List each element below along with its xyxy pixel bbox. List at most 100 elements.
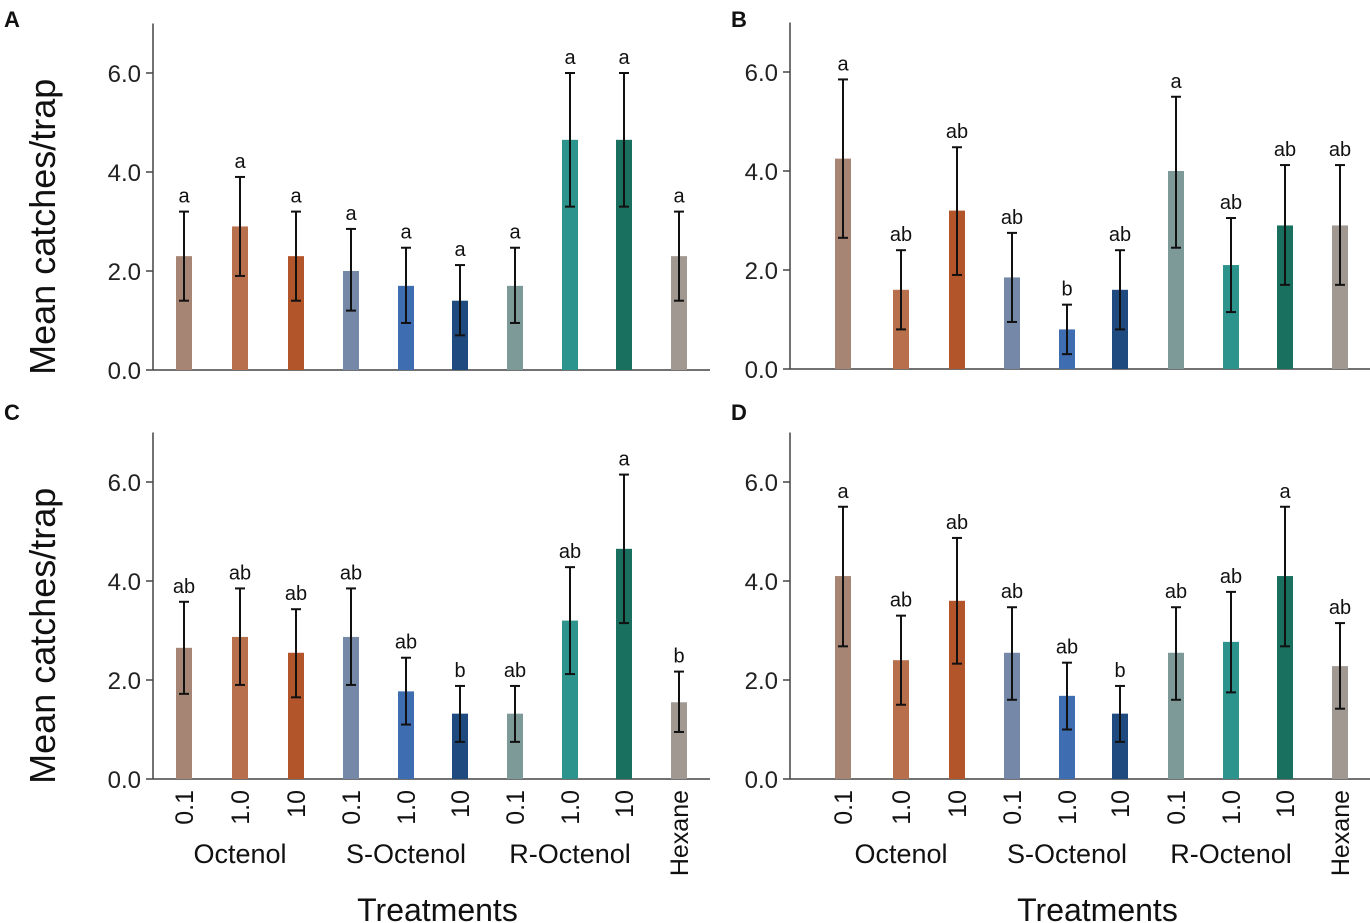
y-tick-label: 2.0 (745, 258, 778, 285)
bar (507, 285, 523, 370)
bar (949, 210, 965, 369)
significance-letter: ab (559, 541, 581, 563)
treatment-group-label: R-Octenol (1170, 839, 1292, 869)
significance-letter: a (837, 53, 849, 75)
x-tick-label: 10 (944, 790, 972, 818)
x-tick-label: 0.1 (1163, 790, 1191, 825)
bar (176, 647, 192, 779)
x-tick-label: 1.0 (1218, 790, 1246, 825)
treatment-group-label: S-Octenol (346, 839, 466, 869)
significance-letter: a (564, 47, 576, 69)
bar (507, 713, 523, 779)
significance-letter: b (454, 660, 465, 682)
y-tick-label: 4.0 (745, 569, 778, 596)
y-tick-label: 0.0 (108, 767, 141, 794)
y-tick-label: 6.0 (108, 470, 141, 497)
significance-letter: ab (1329, 597, 1351, 619)
x-axis-labels-d: 0.1 1.0 10 0.1 1.0 10 0.1 1.0 10 Hexane Octenol S-O… (830, 790, 1355, 923)
bar (343, 636, 359, 779)
bar (835, 158, 851, 369)
y-tick-label: 6.0 (745, 60, 778, 87)
bar (835, 576, 851, 779)
significance-letter: ab (504, 660, 526, 682)
significance-letter: b (673, 646, 684, 668)
bar (1059, 695, 1075, 779)
bar (1332, 666, 1348, 779)
panel-d: D 0.0 2.0 4.0 6.0 a ab ab ab ab b ab ab a ab (731, 400, 1370, 794)
y-axis-label: Mean catches/trap (22, 488, 63, 784)
significance-letter: a (454, 239, 466, 261)
significance-letter: ab (1165, 581, 1187, 603)
treatment-group-label: Octenol (193, 839, 286, 869)
bar (176, 256, 192, 370)
x-tick-label: 0.1 (338, 790, 366, 825)
panel-label: C (4, 400, 20, 425)
x-tick-label: 10 (447, 790, 475, 818)
significance-letter: ab (1220, 566, 1242, 588)
x-tick-label: 10 (1107, 790, 1135, 818)
significance-letter: a (400, 222, 412, 244)
significance-letter: ab (1001, 207, 1023, 229)
significance-letter: ab (340, 562, 362, 584)
bar (949, 600, 965, 779)
bar (343, 271, 359, 370)
significance-letter: ab (173, 576, 195, 598)
x-tick-label: 0.1 (502, 790, 530, 825)
y-tick-label: 6.0 (745, 470, 778, 497)
y-tick-label: 6.0 (108, 61, 141, 88)
significance-letter: a (509, 222, 521, 244)
bar (398, 691, 414, 779)
y-axis-label: Mean catches/trap (22, 79, 63, 375)
bar (398, 285, 414, 370)
bar (288, 652, 304, 779)
y-tick-label: 0.0 (745, 357, 778, 384)
treatment-group-label: Octenol (854, 839, 947, 869)
bar (1004, 277, 1020, 369)
significance-letter: ab (890, 590, 912, 612)
significance-letter: a (837, 481, 849, 503)
bar (1332, 225, 1348, 369)
x-tick-label: 1.0 (888, 790, 916, 825)
y-tick-label: 0.0 (745, 767, 778, 794)
bar (288, 256, 304, 370)
x-axis-title: Treatments (357, 892, 518, 923)
significance-letter: ab (1001, 581, 1023, 603)
x-tick-label: Hexane (1327, 790, 1355, 876)
significance-letter: a (673, 186, 685, 208)
bar (1004, 652, 1020, 779)
x-tick-label: Hexane (666, 790, 694, 876)
x-tick-label: 1.0 (393, 790, 421, 825)
significance-letter: ab (890, 224, 912, 246)
bar (562, 620, 578, 779)
significance-letter: a (290, 186, 302, 208)
panel-a: A 0.0 2.0 4.0 6.0 Mean catches/trap a a a a a a a a a a (4, 7, 710, 385)
panel-label: A (4, 7, 20, 32)
bar (232, 226, 248, 370)
panel-label: D (731, 400, 747, 425)
treatment-group-label: R-Octenol (509, 839, 631, 869)
bar (1112, 713, 1128, 779)
bar (1168, 652, 1184, 779)
x-tick-label: 10 (283, 790, 311, 818)
bar (562, 139, 578, 370)
x-tick-label: 10 (1272, 790, 1300, 818)
bar (1223, 641, 1239, 779)
y-tick-label: 2.0 (108, 668, 141, 695)
y-tick-label: 4.0 (745, 159, 778, 186)
significance-letter: a (178, 186, 190, 208)
x-tick-label: 10 (611, 790, 639, 818)
significance-letter: a (345, 203, 357, 225)
x-axis-title: Treatments (1017, 892, 1178, 923)
significance-letter: a (234, 151, 246, 173)
bar (893, 660, 909, 779)
bar (671, 256, 687, 370)
y-tick-label: 0.0 (108, 358, 141, 385)
bar (616, 139, 632, 370)
x-tick-label: 1.0 (557, 790, 585, 825)
x-axis-labels-c: 0.1 1.0 10 0.1 1.0 10 0.1 1.0 10 Hexane Octenol S-O… (171, 790, 694, 923)
x-tick-label: 0.1 (171, 790, 199, 825)
significance-letter: b (1114, 660, 1125, 682)
bar (1277, 576, 1293, 779)
